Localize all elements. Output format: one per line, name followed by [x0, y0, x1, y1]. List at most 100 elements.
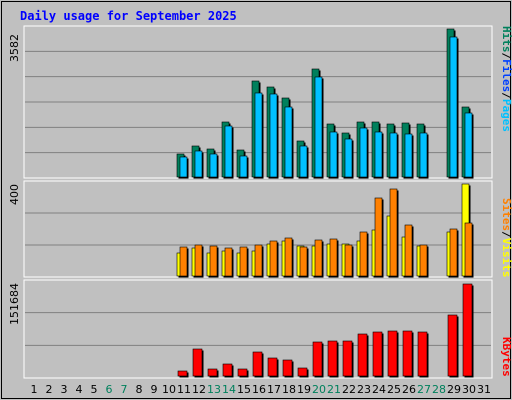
day-label: 27 — [417, 383, 431, 396]
day-label: 4 — [76, 383, 83, 396]
sites-bar — [224, 247, 233, 277]
kbytes-bar — [402, 330, 413, 377]
pages-bar — [269, 93, 278, 178]
pages-bar — [374, 131, 383, 178]
sites-bar — [374, 197, 383, 277]
chart-title: Daily usage for September 2025 — [20, 9, 237, 23]
sites-bar — [179, 246, 188, 277]
day-label: 26 — [402, 383, 416, 396]
visits-legend: Sites/Visits — [500, 198, 512, 278]
day-label: 25 — [387, 383, 401, 396]
kbytes-bar — [252, 351, 263, 377]
pages-bar — [389, 132, 398, 178]
day-label: 9 — [151, 383, 158, 396]
day-label: 17 — [267, 383, 281, 396]
day-label: 6 — [106, 383, 113, 396]
sites-bar — [284, 237, 293, 277]
day-label: 29 — [447, 383, 461, 396]
sites-bar — [254, 244, 263, 277]
day-label: 12 — [192, 383, 206, 396]
pages-bar — [464, 112, 473, 178]
sites-bar — [389, 188, 398, 277]
day-label: 22 — [342, 383, 356, 396]
legend-sep-1: / — [500, 53, 512, 60]
kbytes-bar — [207, 368, 218, 377]
legend-files: Files — [500, 59, 512, 92]
legend-kbytes: KBytes — [500, 337, 512, 377]
hits-bars — [176, 28, 474, 179]
pages-bar — [419, 132, 428, 178]
day-label: 24 — [372, 383, 386, 396]
pages-bar — [179, 156, 188, 178]
sites-bar — [314, 239, 323, 277]
kbytes-bar — [357, 333, 368, 377]
sites-bar — [329, 238, 338, 277]
legend-pages: Pages — [500, 99, 512, 132]
kbytes-max-label: 151684 — [8, 283, 21, 325]
svg-text:Sites/Visits: Sites/Visits — [500, 198, 512, 278]
pages-bar — [194, 150, 203, 178]
kbytes-bar — [282, 359, 293, 377]
kbytes-bars — [177, 283, 474, 378]
kbytes-bar — [222, 363, 233, 377]
day-label: 5 — [91, 383, 98, 396]
kbytes-bar — [312, 341, 323, 377]
sites-bar — [194, 244, 203, 277]
legend-hits: Hits — [500, 26, 512, 53]
pages-bar — [404, 133, 413, 178]
day-label: 7 — [121, 383, 128, 396]
kbytes-panel: 151684 KBytes — [8, 279, 512, 379]
sites-bar — [239, 246, 248, 277]
pages-bar — [254, 92, 263, 178]
kbytes-bar — [297, 367, 308, 377]
legend-visits: Visits — [500, 238, 512, 278]
pages-bar — [284, 106, 293, 178]
sites-bar — [404, 224, 413, 277]
kbytes-bar — [372, 331, 383, 377]
kbytes-bar — [192, 348, 203, 377]
day-label: 23 — [357, 383, 371, 396]
pages-bar — [449, 36, 458, 178]
sites-bar — [464, 222, 473, 277]
kbytes-bar — [177, 370, 188, 377]
sites-bar — [209, 245, 218, 277]
visits-sites-panel: 400 Sites/Visits — [8, 180, 512, 278]
sites-bar — [449, 228, 458, 277]
kbytes-bar — [237, 368, 248, 377]
day-label: 3 — [61, 383, 68, 396]
svg-text:KBytes: KBytes — [500, 337, 512, 377]
hits-files-pages-panel: 3582 Hits/Files/Pages — [8, 25, 512, 179]
day-label: 15 — [237, 383, 251, 396]
pages-bar — [209, 153, 218, 178]
kbytes-bar — [447, 314, 458, 377]
day-label: 1 — [31, 383, 38, 396]
legend-sep-2: / — [500, 92, 512, 99]
kbytes-legend: KBytes — [500, 337, 512, 377]
day-label: 10 — [162, 383, 176, 396]
pages-bar — [329, 131, 338, 178]
legend-sites: Sites — [500, 198, 512, 231]
sites-bar — [344, 244, 353, 277]
day-label: 11 — [177, 383, 191, 396]
kbytes-bar — [387, 330, 398, 377]
day-label: 31 — [477, 383, 491, 396]
day-label: 2 — [46, 383, 53, 396]
hits-max-label: 3582 — [8, 34, 21, 62]
day-label: 20 — [312, 383, 326, 396]
day-label: 30 — [462, 383, 476, 396]
day-label: 8 — [136, 383, 143, 396]
pages-bar — [239, 155, 248, 178]
pages-bar — [344, 138, 353, 178]
legend-sep-3: / — [500, 231, 512, 238]
sites-bar — [419, 244, 428, 277]
kbytes-bar — [342, 340, 353, 377]
sites-bar — [269, 240, 278, 277]
day-label: 28 — [432, 383, 446, 396]
day-label: 16 — [252, 383, 266, 396]
svg-text:Hits/Files/Pages: Hits/Files/Pages — [500, 26, 512, 132]
day-label: 18 — [282, 383, 296, 396]
kbytes-bar — [462, 283, 473, 377]
